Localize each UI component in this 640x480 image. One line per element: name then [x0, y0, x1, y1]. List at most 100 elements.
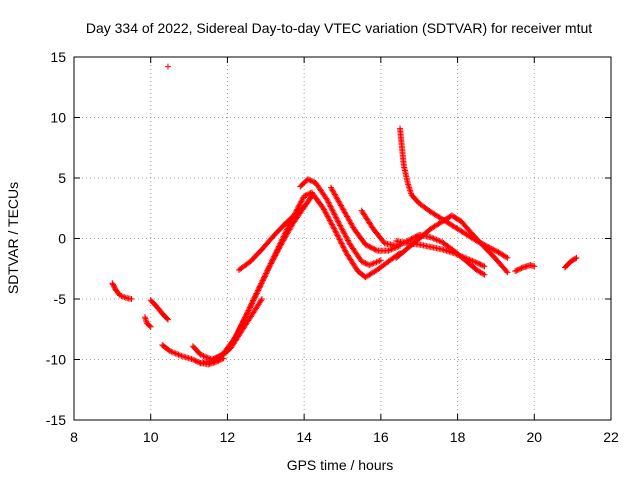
data-point-marker: [250, 297, 257, 304]
data-point-marker: [282, 229, 289, 236]
y-tick-label: 0: [58, 231, 66, 247]
data-point-marker: [324, 213, 331, 220]
data-point-marker: [459, 253, 466, 260]
data-point-marker: [342, 232, 349, 239]
data-point-marker: [236, 326, 243, 333]
data-point-marker: [328, 221, 335, 228]
data-point-marker: [117, 292, 124, 299]
data-point-marker: [128, 296, 135, 302]
data-point-marker: [281, 230, 288, 237]
data-point-marker: [366, 243, 373, 250]
data-point-marker: [249, 298, 256, 305]
x-tick-label: 22: [603, 429, 619, 445]
data-point-marker: [462, 254, 469, 261]
data-point-marker: [258, 280, 265, 287]
data-point-marker: [367, 261, 374, 268]
data-point-marker: [166, 348, 173, 355]
data-point-marker: [339, 241, 346, 248]
data-point-marker: [331, 227, 338, 234]
x-tick-label: 10: [143, 429, 159, 445]
data-point-marker: [342, 248, 349, 255]
data-point-marker: [254, 289, 261, 296]
data-point-marker: [243, 311, 250, 318]
data-point-marker: [279, 236, 286, 243]
data-point-marker: [256, 283, 263, 290]
y-tick-label: 10: [50, 110, 66, 126]
data-point-marker: [385, 247, 392, 254]
data-point-marker: [321, 206, 328, 213]
data-point-marker: [189, 356, 196, 363]
data-point-marker: [323, 210, 330, 217]
data-point-marker: [339, 226, 346, 233]
data-point-marker: [322, 209, 329, 216]
x-tick-label: 14: [296, 429, 312, 445]
data-point-marker: [245, 307, 252, 314]
data-point-marker: [269, 257, 276, 264]
data-point-marker: [411, 234, 418, 241]
data-point-marker: [263, 269, 270, 276]
data-point-marker: [470, 258, 477, 265]
series-arc-i: [235, 204, 308, 273]
data-point-marker: [373, 259, 380, 266]
data-point-marker: [430, 235, 437, 242]
data-point-marker: [325, 199, 332, 206]
data-point-marker: [325, 214, 332, 221]
x-tick-label: 8: [70, 429, 78, 445]
series-arc-b: [141, 314, 154, 330]
data-point-marker: [191, 357, 198, 364]
data-point-marker: [146, 322, 153, 329]
data-point-marker: [119, 293, 126, 300]
data-point-marker: [492, 248, 499, 255]
data-point-marker: [320, 205, 327, 212]
data-point-marker: [337, 239, 344, 246]
data-point-marker: [518, 265, 525, 272]
data-point-marker: [302, 192, 309, 199]
data-point-marker: [334, 217, 341, 224]
data-point-marker: [341, 230, 348, 237]
data-point-marker: [434, 237, 441, 244]
data-point-marker: [261, 273, 268, 280]
data-point-marker: [472, 259, 479, 266]
data-point-marker: [248, 300, 255, 307]
data-point-marker: [386, 246, 393, 253]
data-point-marker: [244, 310, 251, 317]
data-point-marker: [343, 234, 350, 241]
data-point-marker: [363, 260, 370, 267]
data-point-marker: [273, 249, 280, 256]
data-point-marker: [277, 239, 284, 246]
x-tick-label: 20: [526, 429, 542, 445]
series-arc-c: [147, 297, 171, 323]
data-point-marker: [265, 266, 272, 273]
data-point-marker: [283, 226, 290, 233]
data-point-marker: [481, 263, 488, 270]
data-point-marker: [332, 214, 339, 221]
data-point-marker: [301, 193, 308, 200]
data-point-marker: [455, 251, 462, 258]
data-point-marker: [371, 246, 378, 253]
ticks-layer: 8 10 12 14 16 18 20 22 -15 -10 -5 0 5 10 15: [46, 49, 619, 445]
data-point-marker: [258, 296, 265, 302]
data-point-marker: [376, 257, 383, 264]
data-point-marker: [329, 222, 336, 229]
data-point-marker: [469, 257, 476, 264]
data-point-marker: [477, 261, 484, 268]
data-point-marker: [374, 258, 381, 265]
data-point-marker: [279, 234, 286, 241]
data-point-marker: [341, 247, 348, 254]
series-arc-p: [512, 262, 538, 275]
data-point-marker: [267, 260, 274, 267]
data-point-marker: [197, 351, 204, 358]
data-point-marker: [480, 262, 487, 269]
data-point-marker: [238, 321, 245, 328]
data-point-marker: [265, 264, 272, 271]
data-point-marker: [175, 351, 182, 358]
data-point-marker: [335, 219, 342, 226]
y-tick-label: -5: [54, 291, 67, 307]
data-point-marker: [450, 250, 457, 257]
data-point-marker: [337, 222, 344, 229]
data-point-marker: [268, 259, 275, 266]
data-point-marker: [280, 233, 287, 240]
series-arc-e: [159, 341, 227, 368]
data-point-marker: [308, 178, 315, 185]
